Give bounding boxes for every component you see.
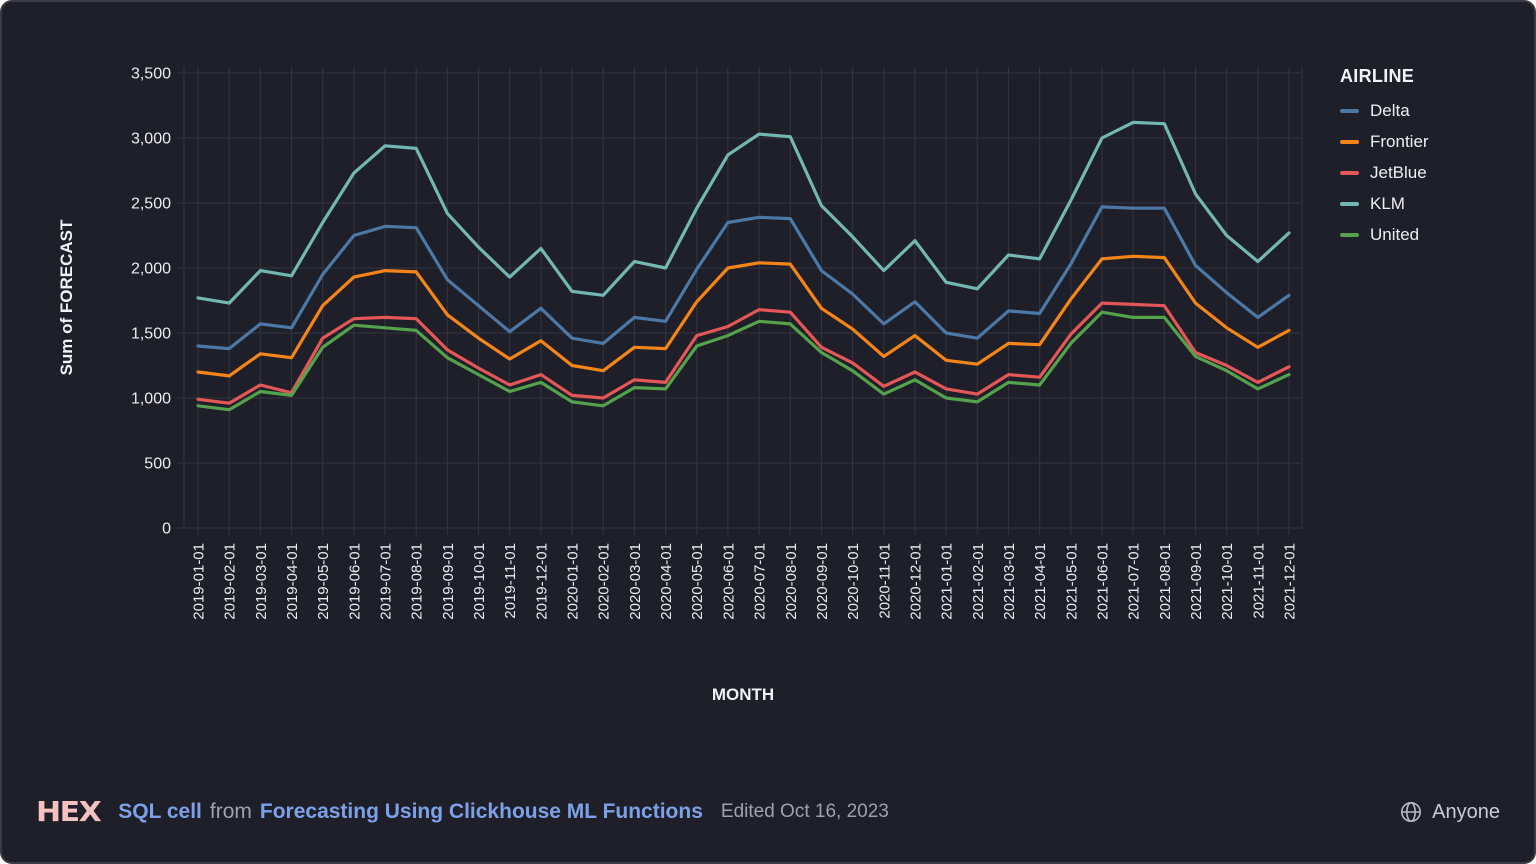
y-tick-label: 0 <box>162 521 171 538</box>
y-tick-label: 3,000 <box>131 131 171 148</box>
legend-item-label: KLM <box>1370 194 1405 213</box>
app-footer: HEX SQL cell from Forecasting Using Clic… <box>2 776 1534 848</box>
forecast-line-chart[interactable]: 0 500 1,000 1,500 2,000 2,500 3,000 3,500 2019-0… <box>42 52 1332 732</box>
x-tick-label: 2020-01-01 <box>565 543 582 620</box>
x-tick-label: 2019-05-01 <box>315 543 332 620</box>
legend-swatch-united <box>1340 233 1359 237</box>
x-tick-label: 2020-03-01 <box>627 543 644 620</box>
x-tick-label: 2019-04-01 <box>284 543 301 620</box>
y-tick-label: 1,000 <box>131 391 171 408</box>
legend-item-united: United <box>1340 225 1429 245</box>
legend-item-label: Frontier <box>1370 132 1429 151</box>
gridlines <box>177 67 1303 535</box>
x-tick-label: 2019-03-01 <box>253 543 270 620</box>
series-line-frontier <box>196 254 1291 378</box>
legend-item-klm: KLM <box>1340 194 1429 214</box>
project-title-link[interactable]: Forecasting Using Clickhouse ML Function… <box>259 800 703 823</box>
legend-swatch-delta <box>1340 109 1359 113</box>
x-tick-label: 2021-08-01 <box>1157 543 1174 620</box>
y-axis-title: Sum of FORECAST <box>57 219 76 375</box>
axis-tick-labels: 0 500 1,000 1,500 2,000 2,500 3,000 3,500 2019-0… <box>131 66 1299 620</box>
x-tick-label: 2021-01-01 <box>939 543 956 620</box>
globe-icon <box>1401 802 1422 822</box>
x-tick-label: 2021-03-01 <box>1001 543 1018 620</box>
x-tick-label: 2020-12-01 <box>907 543 924 620</box>
x-tick-label: 2020-10-01 <box>845 543 862 620</box>
chart-legend: AIRLINE Delta Frontier JetBlue KLM United <box>1340 66 1429 245</box>
x-tick-label: 2019-01-01 <box>191 543 208 620</box>
x-tick-label: 2020-07-01 <box>752 543 769 620</box>
edited-timestamp: Edited Oct 16, 2023 <box>720 801 889 822</box>
legend-items: Delta Frontier JetBlue KLM United <box>1340 101 1429 245</box>
x-tick-label: 2021-10-01 <box>1219 543 1236 620</box>
legend-title: AIRLINE <box>1340 66 1415 86</box>
x-tick-label: 2021-11-01 <box>1250 543 1267 619</box>
x-tick-label: 2019-11-01 <box>502 543 519 619</box>
hex-logo[interactable]: HEX <box>36 795 102 829</box>
x-tick-label: 2020-06-01 <box>720 543 737 620</box>
x-tick-label: 2019-07-01 <box>378 543 395 620</box>
legend-swatch-frontier <box>1340 140 1359 144</box>
series-lines <box>196 120 1291 412</box>
x-tick-label: 2021-09-01 <box>1188 543 1205 620</box>
legend-item-jetblue: JetBlue <box>1340 163 1429 183</box>
legend-swatch-jetblue <box>1340 171 1359 175</box>
y-tick-label: 3,500 <box>131 66 171 83</box>
x-tick-label: 2021-06-01 <box>1094 543 1111 620</box>
y-tick-label: 2,000 <box>131 261 171 278</box>
x-tick-label: 2020-05-01 <box>689 543 706 620</box>
series-line-united <box>196 310 1291 412</box>
x-tick-label: 2020-11-01 <box>876 543 893 619</box>
x-tick-label: 2020-04-01 <box>658 543 675 620</box>
legend-item-label: JetBlue <box>1370 163 1427 182</box>
series-line-delta <box>196 205 1291 351</box>
series-line-jetblue <box>196 301 1291 405</box>
x-tick-label: 2021-12-01 <box>1282 543 1299 620</box>
cell-type-link[interactable]: SQL cell <box>118 800 202 823</box>
x-tick-label: 2019-12-01 <box>533 543 550 620</box>
x-axis-title: MONTH <box>712 685 774 704</box>
x-tick-label: 2019-06-01 <box>346 543 363 620</box>
x-tick-label: 2021-07-01 <box>1126 543 1143 620</box>
series-line-klm <box>196 120 1291 305</box>
x-tick-label: 2020-09-01 <box>814 543 831 620</box>
x-tick-label: 2019-08-01 <box>409 543 426 620</box>
legend-item-label: United <box>1370 225 1420 244</box>
x-tick-label: 2019-10-01 <box>471 543 488 620</box>
x-tick-label: 2020-08-01 <box>783 543 800 620</box>
x-tick-label: 2021-05-01 <box>1063 543 1080 620</box>
legend-item-frontier: Frontier <box>1340 132 1429 152</box>
from-label: from <box>209 800 252 823</box>
y-tick-label: 1,500 <box>131 326 171 343</box>
x-tick-label: 2021-04-01 <box>1032 543 1049 620</box>
legend-item-delta: Delta <box>1340 101 1429 121</box>
x-tick-label: 2019-02-01 <box>222 543 239 620</box>
x-tick-label: 2019-09-01 <box>440 543 457 620</box>
y-tick-label: 2,500 <box>131 196 171 213</box>
x-tick-label: 2021-02-01 <box>970 543 987 620</box>
legend-swatch-klm <box>1340 202 1359 206</box>
y-tick-label: 500 <box>144 456 171 473</box>
visibility-label: Anyone <box>1432 800 1500 823</box>
x-tick-label: 2020-02-01 <box>596 543 613 620</box>
legend-item-label: Delta <box>1370 101 1410 120</box>
visibility-status: Anyone <box>1399 800 1500 824</box>
